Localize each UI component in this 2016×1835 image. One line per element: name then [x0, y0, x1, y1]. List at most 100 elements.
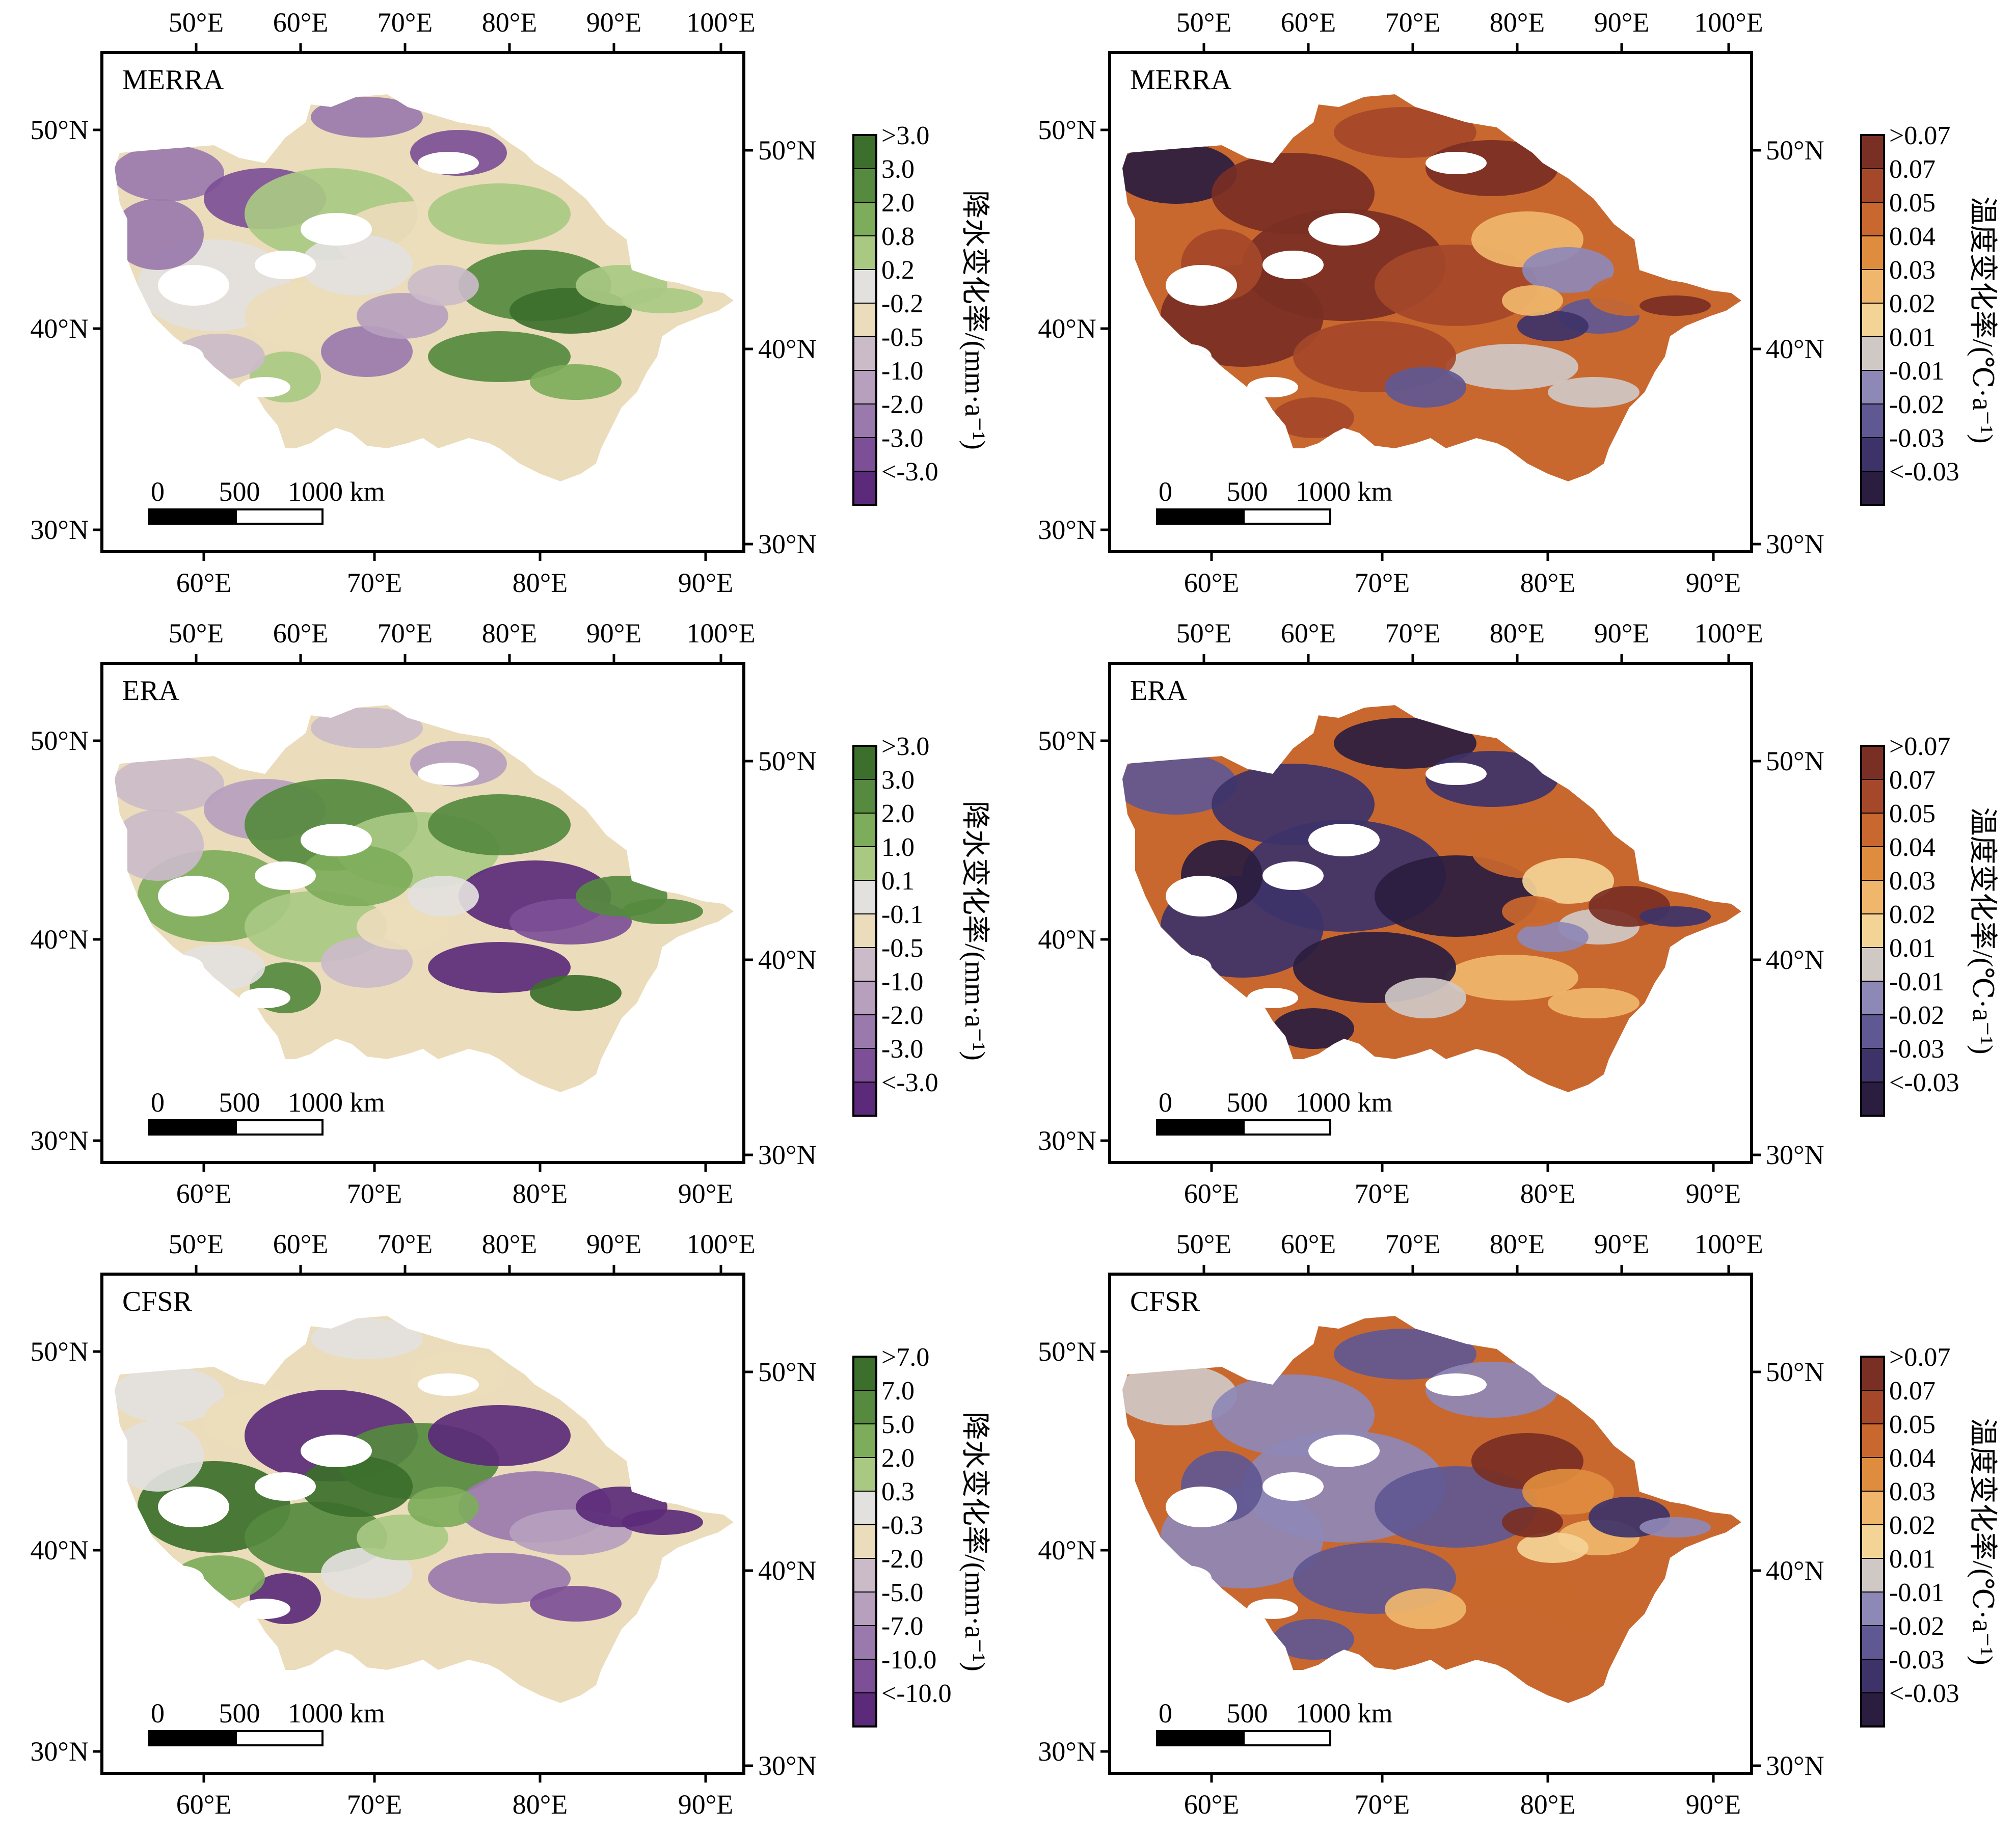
scale-bar-label: 1000 km [288, 1087, 385, 1118]
legend-label: -0.01 [1889, 967, 1944, 996]
value-patch [530, 975, 622, 1011]
left-tick-label: 40°N [1038, 924, 1096, 955]
scale-bar-label: 500 [219, 476, 260, 507]
region-raster [1122, 94, 1741, 481]
no-data-patch [418, 1373, 479, 1396]
legend-swatch [1861, 134, 1885, 169]
legend-swatch [853, 471, 877, 505]
value-patch [428, 1553, 571, 1604]
no-data-patch [158, 876, 229, 916]
legend-label: -10.0 [881, 1645, 936, 1675]
legend-label: 0.05 [1889, 188, 1936, 218]
bottom-tick-label: 80°E [513, 1789, 568, 1820]
legend-label: 5.0 [881, 1410, 915, 1439]
no-data-patch [418, 152, 479, 174]
right-tick-label: 40°N [758, 945, 817, 975]
legend-label: 2.0 [881, 1444, 915, 1473]
top-tick-label: 50°E [169, 7, 224, 38]
left-tick-label: 40°N [30, 924, 89, 955]
legend-label: 0.03 [1889, 1477, 1936, 1506]
bottom-tick-label: 60°E [176, 568, 232, 598]
top-tick-label: 80°E [1490, 618, 1545, 649]
value-patch [408, 876, 479, 916]
top-tick-label: 60°E [1281, 1229, 1336, 1259]
value-patch [357, 293, 448, 339]
legend-label: 0.01 [1889, 934, 1936, 963]
value-patch [1375, 245, 1538, 326]
no-data-patch [239, 377, 290, 397]
map-svg: ERA 50°E 60°E 70°E 80°E 90°E 100°E 60°E 70°E 80°E… [30, 618, 990, 1209]
legend-swatch [1861, 1591, 1885, 1626]
right-tick-label: 30°N [1766, 1750, 1824, 1781]
left-tick-label: 30°N [30, 1736, 89, 1767]
bottom-tick-label: 70°E [347, 1178, 402, 1209]
legend-swatch [1861, 1692, 1885, 1727]
legend-swatch [1861, 1048, 1885, 1083]
value-patch [311, 1318, 423, 1359]
value-patch [428, 183, 571, 245]
right-tick-label: 40°N [1766, 1555, 1824, 1586]
value-patch [357, 904, 448, 950]
value-patch [115, 145, 224, 201]
value-patch [115, 1420, 204, 1492]
top-tick-label: 60°E [273, 618, 329, 649]
legend-label: -2.0 [881, 390, 923, 419]
top-tick-label: 60°E [1281, 618, 1336, 649]
no-data-patch [301, 1435, 372, 1467]
value-patch [1334, 107, 1476, 158]
legend-label: >3.0 [881, 121, 929, 150]
left-tick-label: 50°N [1038, 115, 1096, 145]
scale-bar-label: 1000 km [1296, 1087, 1393, 1118]
value-patch [1122, 753, 1237, 815]
no-data-patch [1247, 988, 1298, 1008]
legend-label: 0.07 [1889, 766, 1936, 795]
value-patch [622, 899, 703, 924]
no-data-patch [153, 1566, 204, 1591]
value-patch [1273, 1619, 1354, 1660]
left-tick-label: 50°N [1038, 1336, 1096, 1367]
legend-label: -0.01 [1889, 1578, 1944, 1607]
value-patch [1548, 988, 1639, 1018]
value-patch [357, 1515, 448, 1560]
value-patch [1385, 1588, 1466, 1629]
value-patch [1548, 1599, 1639, 1629]
no-data-patch [153, 955, 204, 980]
right-tick-label: 50°N [1766, 135, 1824, 166]
legend-label: 0.04 [1889, 833, 1936, 862]
legend-swatch [853, 1356, 877, 1391]
legend-swatch [853, 745, 877, 780]
legend-label: >0.07 [1889, 732, 1950, 761]
legend-label: 1.0 [881, 833, 915, 862]
right-tick-label: 40°N [1766, 945, 1824, 975]
right-tick-label: 30°N [758, 1140, 817, 1170]
left-tick-label: 30°N [1038, 1736, 1096, 1767]
left-tick-label: 30°N [1038, 515, 1096, 545]
color-legend: >7.0 7.0 5.0 2.0 0.3 -0.3 -2.0 -5.0 -7.0 -10.0 <-1… [852, 1343, 990, 1728]
value-patch [622, 1509, 703, 1535]
no-data-patch [1166, 1487, 1237, 1527]
legend-label: -1.0 [881, 357, 923, 386]
legend-label: -2.0 [881, 1001, 923, 1030]
region-raster [115, 94, 734, 481]
legend-label: -0.03 [1889, 1035, 1944, 1064]
left-tick-label: 30°N [30, 1125, 89, 1156]
right-tick-label: 50°N [758, 1357, 817, 1387]
legend-label: <-0.03 [1889, 1068, 1959, 1097]
left-tick-label: 50°N [30, 725, 89, 756]
legend-swatch [853, 134, 877, 169]
legend-swatch [853, 370, 877, 404]
color-legend: >0.07 0.07 0.05 0.04 0.03 0.02 0.01 -0.01 -0.02 -… [1860, 1343, 1998, 1728]
legend-swatch [1861, 947, 1885, 982]
value-patch [173, 945, 265, 990]
legend-swatch [853, 168, 877, 203]
legend-swatch [1861, 235, 1885, 270]
value-patch [1517, 311, 1589, 341]
right-tick-label: 50°N [1766, 1357, 1824, 1387]
panel-label: ERA [1130, 675, 1188, 707]
legend-swatch [1861, 403, 1885, 438]
scale-bar: 0 500 1000 km [148, 476, 385, 525]
legend-label: 0.3 [881, 1477, 915, 1506]
legend-title: 温度变化率/(℃·a⁻¹) [1967, 196, 1998, 443]
legend-swatch [853, 1491, 877, 1525]
bottom-tick-label: 60°E [1184, 1178, 1240, 1209]
